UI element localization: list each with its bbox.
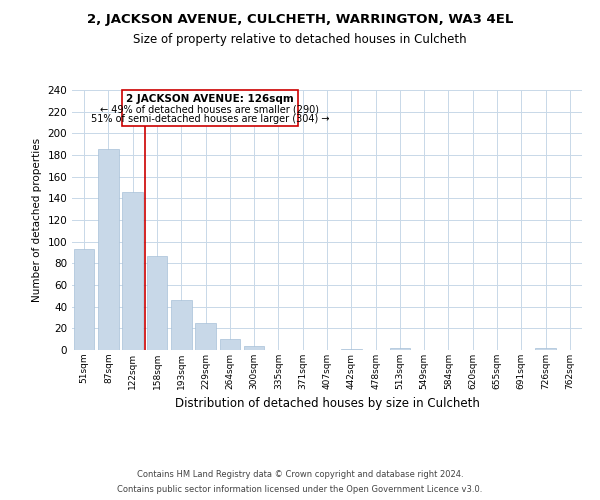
Bar (535, 348, 556, 350)
Bar (389, 348, 410, 350)
Bar (341, 349, 362, 350)
X-axis label: Distribution of detached houses by size in Culcheth: Distribution of detached houses by size … (175, 398, 479, 410)
Text: Contains public sector information licensed under the Open Government Licence v3: Contains public sector information licen… (118, 485, 482, 494)
Bar (98, 148, 119, 350)
FancyBboxPatch shape (122, 90, 298, 126)
Bar (244, 346, 265, 350)
Bar (195, 323, 216, 350)
Bar (122, 192, 143, 350)
Text: 51% of semi-detached houses are larger (304) →: 51% of semi-detached houses are larger (… (91, 114, 329, 124)
Text: 2 JACKSON AVENUE: 126sqm: 2 JACKSON AVENUE: 126sqm (126, 94, 293, 104)
Bar (171, 300, 191, 350)
Text: Size of property relative to detached houses in Culcheth: Size of property relative to detached ho… (133, 32, 467, 46)
Bar (74, 250, 94, 350)
Bar (220, 339, 240, 350)
Text: 2, JACKSON AVENUE, CULCHETH, WARRINGTON, WA3 4EL: 2, JACKSON AVENUE, CULCHETH, WARRINGTON,… (87, 12, 513, 26)
Text: ← 49% of detached houses are smaller (290): ← 49% of detached houses are smaller (29… (100, 104, 319, 114)
Text: Contains HM Land Registry data © Crown copyright and database right 2024.: Contains HM Land Registry data © Crown c… (137, 470, 463, 479)
Y-axis label: Number of detached properties: Number of detached properties (32, 138, 42, 302)
Bar (146, 256, 167, 350)
